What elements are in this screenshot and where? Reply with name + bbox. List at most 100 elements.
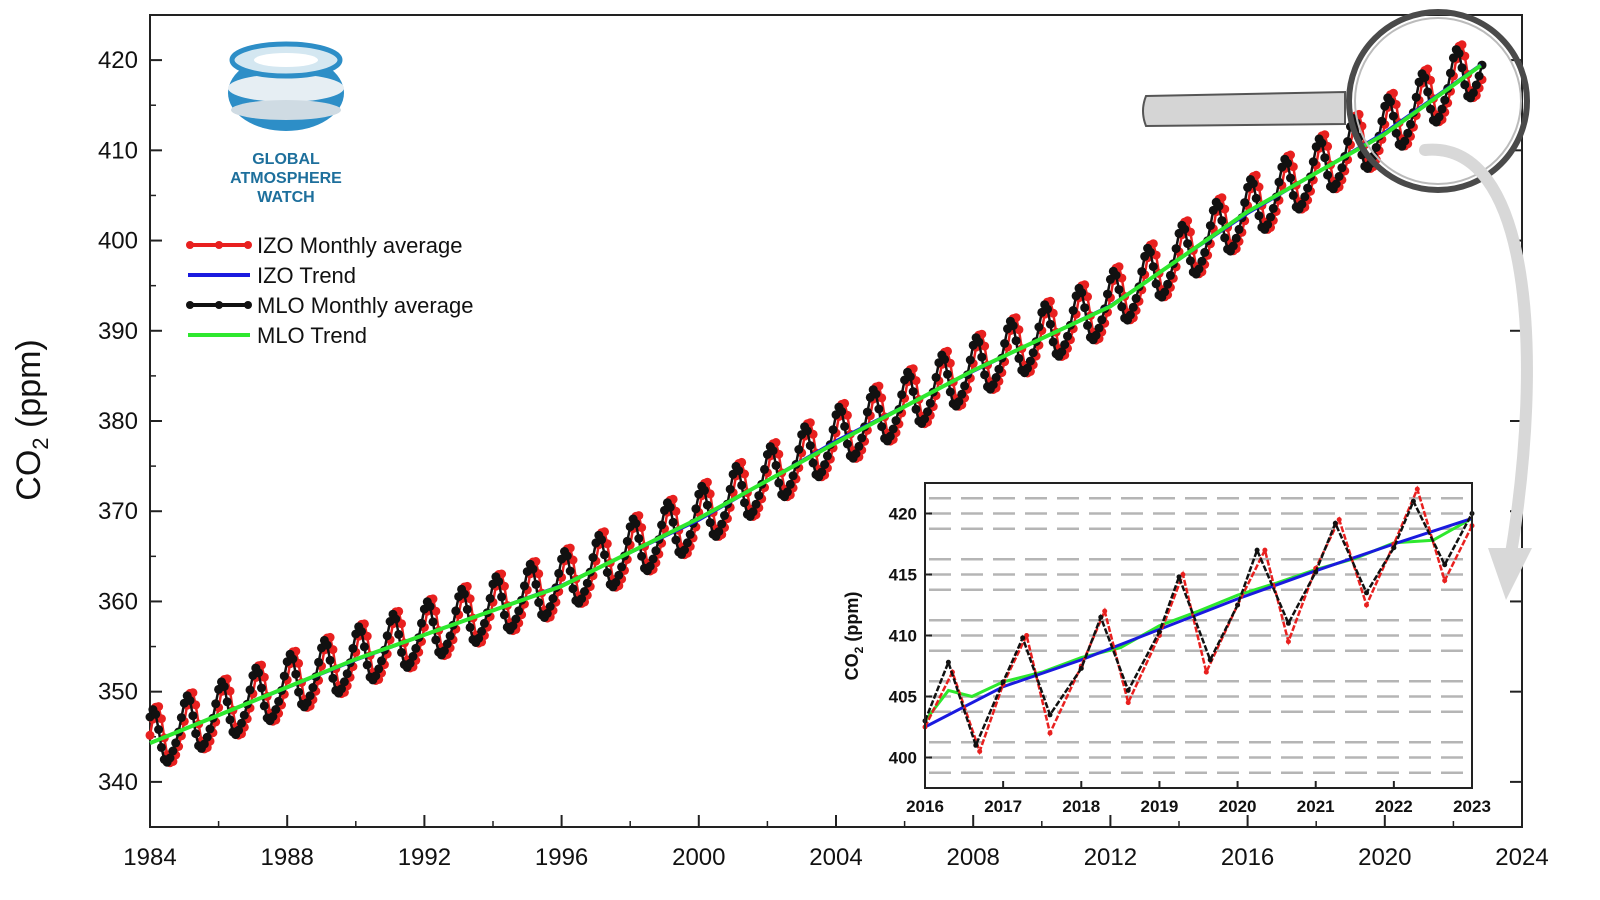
- main-point: [1454, 48, 1464, 58]
- main-point: [1263, 220, 1273, 230]
- inset-point: [1442, 578, 1448, 584]
- main-point: [308, 683, 318, 692]
- main-point: [485, 593, 495, 603]
- main-x-tick-label-2000: 2000: [672, 844, 725, 871]
- main-point: [1248, 179, 1258, 189]
- main-point: [634, 534, 644, 543]
- inset-x-tick-label-2017: 2017: [984, 797, 1022, 816]
- main-point: [1220, 233, 1230, 243]
- main-point: [257, 683, 266, 693]
- legend-item-mlo-trend: MLO Trend: [188, 323, 367, 348]
- main-point: [225, 715, 235, 725]
- main-point: [199, 739, 209, 749]
- inset-y-axis-ticks: 400 405 410 415 420: [889, 505, 932, 768]
- legend-marker-izo-2: [215, 241, 223, 249]
- inset-point: [1262, 547, 1268, 553]
- main-plot: 340 350 360 370 380 390 400 410 420 1984 1988 1992…: [10, 14, 1549, 871]
- main-point: [377, 656, 386, 666]
- main-point: [705, 518, 715, 528]
- main-point: [1103, 289, 1112, 299]
- main-point: [657, 520, 667, 530]
- main-point: [188, 711, 198, 721]
- legend-marker-mlo-1: [186, 301, 194, 309]
- magnifier-icon: [1142, 9, 1533, 600]
- main-point: [397, 647, 406, 657]
- main-point: [940, 354, 950, 364]
- main-point: [785, 479, 795, 489]
- main-x-tick-label-1984: 1984: [123, 844, 176, 871]
- main-point: [1391, 128, 1401, 138]
- main-x-tick-label-2020: 2020: [1358, 844, 1411, 871]
- main-y-tick-label-420: 420: [98, 47, 138, 74]
- main-point: [1297, 199, 1307, 209]
- main-point: [991, 373, 1001, 382]
- inset-point: [1254, 547, 1260, 553]
- inset-point: [1102, 608, 1108, 614]
- main-point: [702, 500, 712, 510]
- main-point: [808, 458, 818, 468]
- main-point: [637, 551, 647, 561]
- inset-x-tick-label-2020: 2020: [1219, 797, 1257, 816]
- main-point: [648, 554, 658, 564]
- main-point: [1165, 270, 1175, 280]
- main-point: [1145, 247, 1155, 257]
- main-point: [279, 671, 289, 681]
- main-point: [1320, 153, 1330, 163]
- inset-grid: [929, 497, 1468, 774]
- main-point: [271, 705, 281, 714]
- legend-item-izo-monthly: IZO Monthly average: [186, 233, 462, 258]
- main-point: [459, 589, 469, 599]
- main-point: [499, 610, 509, 620]
- inset-y-label-unit: (ppm): [842, 592, 862, 647]
- main-point: [617, 562, 627, 572]
- inset-series-line-izo-trend: [924, 516, 1473, 729]
- main-point: [954, 397, 964, 407]
- legend-marker-izo-3: [244, 241, 252, 249]
- main-point: [1343, 137, 1353, 146]
- main-point: [305, 691, 315, 701]
- magnifier-lens-inner: [1354, 17, 1522, 185]
- main-point: [428, 617, 438, 627]
- main-point: [1283, 158, 1293, 168]
- main-point: [1468, 88, 1478, 98]
- main-point: [668, 517, 678, 527]
- main-point: [391, 614, 401, 624]
- main-point: [234, 725, 244, 735]
- main-point: [771, 460, 781, 470]
- main-point: [291, 669, 301, 679]
- main-point: [1125, 310, 1135, 320]
- main-point: [519, 581, 529, 591]
- main-point: [822, 451, 832, 461]
- inset-point: [1364, 590, 1369, 596]
- main-point: [897, 390, 907, 400]
- main-point: [960, 381, 970, 391]
- main-point: [528, 564, 538, 574]
- main-point: [1426, 104, 1435, 114]
- main-point: [362, 660, 372, 670]
- main-point: [923, 407, 932, 417]
- main-point: [1111, 270, 1121, 280]
- inset-point: [1024, 633, 1030, 638]
- inset-point: [1125, 700, 1131, 706]
- main-point: [1060, 340, 1070, 350]
- main-point: [794, 445, 804, 454]
- main-point: [1214, 201, 1224, 211]
- main-x-tick-label-1992: 1992: [398, 844, 451, 871]
- main-point: [562, 551, 572, 561]
- main-y-tick-label-350: 350: [98, 679, 138, 706]
- main-point: [554, 568, 564, 578]
- main-point: [1180, 224, 1190, 234]
- inset-x-tick-label-2023: 2023: [1453, 797, 1491, 816]
- inset-x-axis-ticks: 2016 2017 2018 2019 2020 2021 2022 2023: [906, 781, 1491, 816]
- main-point: [1303, 183, 1313, 193]
- main-point: [494, 577, 504, 587]
- main-point: [294, 687, 304, 697]
- main-point: [748, 507, 758, 517]
- main-point: [1254, 211, 1264, 221]
- main-point: [259, 701, 269, 711]
- main-point: [862, 407, 872, 417]
- main-point: [602, 568, 612, 577]
- main-point: [760, 464, 769, 474]
- main-point: [737, 480, 747, 490]
